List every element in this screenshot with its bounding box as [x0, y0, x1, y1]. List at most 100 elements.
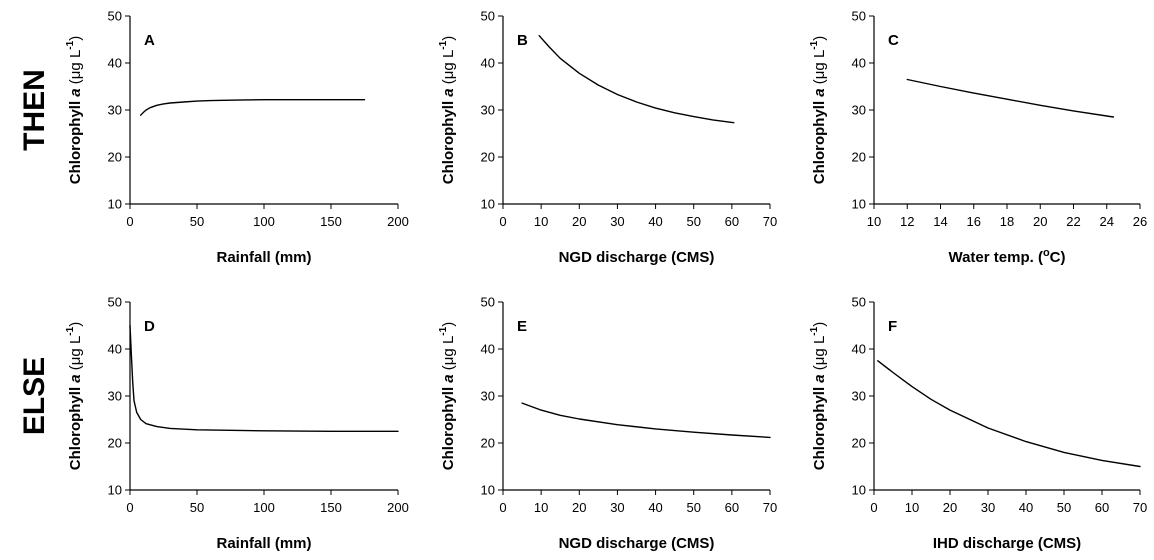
- y-tick-label: 20: [108, 150, 122, 165]
- x-tick-label: 100: [253, 500, 275, 515]
- panel-label-a: A: [144, 32, 155, 49]
- x-axis-title: NGD discharge (CMS): [559, 535, 715, 552]
- y-tick-label: 20: [481, 150, 495, 165]
- y-tick-label: 20: [852, 436, 866, 451]
- x-tick-label: 200: [387, 500, 409, 515]
- row-label-else: ELSE: [18, 357, 51, 435]
- x-tick-label: 40: [1019, 500, 1033, 515]
- x-tick-label: 100: [253, 214, 275, 229]
- y-tick-label: 40: [481, 56, 495, 71]
- series-line-d: [129, 324, 399, 432]
- row-label-then: THEN: [18, 69, 51, 151]
- y-tick-label: 10: [481, 483, 495, 498]
- x-tick-label: 50: [686, 214, 700, 229]
- x-tick-label: 10: [534, 214, 548, 229]
- x-tick-label: 150: [320, 214, 342, 229]
- y-tick-label: 40: [108, 56, 122, 71]
- series-line-e: [521, 402, 771, 439]
- x-tick-label: 60: [1095, 500, 1109, 515]
- x-tick-label: 18: [1000, 214, 1014, 229]
- y-tick-label: 20: [852, 150, 866, 165]
- x-tick-label: 0: [499, 214, 506, 229]
- y-axis-title: Chlorophyll a (μg L-1): [65, 322, 84, 470]
- series-line-a: [139, 98, 366, 116]
- y-tick-label: 30: [481, 103, 495, 118]
- x-tick-label: 10: [534, 500, 548, 515]
- x-tick-label: 20: [943, 500, 957, 515]
- x-tick-label: 16: [967, 214, 981, 229]
- panel-label-f: F: [888, 318, 897, 335]
- y-tick-label: 50: [481, 9, 495, 24]
- y-axis-title: Chlorophyll a (μg L-1): [809, 36, 828, 184]
- x-tick-label: 40: [648, 500, 662, 515]
- panel-c: 10 20 30 40 50 10 12 14 16 18 20 22 24 26 Water temp. …: [809, 9, 1147, 267]
- x-tick-label: 50: [190, 214, 204, 229]
- x-tick-label: 70: [763, 500, 777, 515]
- x-tick-label: 10: [867, 214, 881, 229]
- y-axis-title: Chlorophyll a (μg L-1): [809, 322, 828, 470]
- panel-b: 10 20 30 40 50 0 10 20 30 40 50 60 70 NGD discharge (…: [438, 9, 777, 267]
- series-line-f: [877, 360, 1141, 468]
- panel-label-b: B: [517, 32, 528, 49]
- y-axis-title: Chlorophyll a (μg L-1): [438, 36, 457, 184]
- y-tick-label: 50: [852, 9, 866, 24]
- y-tick-label: 30: [108, 389, 122, 404]
- panel-f: 10 20 30 40 50 0 10 20 30 40 50 60 70 IHD discharge (…: [809, 295, 1147, 553]
- x-tick-label: 70: [1133, 500, 1147, 515]
- x-tick-label: 20: [572, 214, 586, 229]
- x-axis-title: Rainfall (mm): [216, 249, 311, 266]
- x-tick-label: 40: [648, 214, 662, 229]
- y-tick-label: 40: [108, 342, 122, 357]
- y-tick-label: 40: [852, 56, 866, 71]
- y-tick-label: 30: [852, 389, 866, 404]
- y-tick-label: 20: [481, 436, 495, 451]
- panel-d: 10 20 30 40 50 0 50 100 150 200 Rainfall (mm) Chlor…: [65, 295, 409, 553]
- panel-label-e: E: [517, 318, 527, 335]
- x-tick-label: 50: [686, 500, 700, 515]
- y-tick-label: 10: [852, 483, 866, 498]
- x-tick-label: 0: [499, 500, 506, 515]
- x-tick-label: 26: [1133, 214, 1147, 229]
- x-tick-label: 150: [320, 500, 342, 515]
- y-tick-label: 10: [481, 197, 495, 212]
- x-axis-title: Water temp. (oC): [948, 247, 1065, 266]
- x-tick-label: 0: [126, 500, 133, 515]
- x-tick-label: 22: [1066, 214, 1080, 229]
- panel-label-c: C: [888, 32, 899, 49]
- series-line-c: [906, 78, 1115, 118]
- y-tick-label: 50: [852, 295, 866, 310]
- panel-a: 10 20 30 40 50 0 50 100 150 200 Rainfall (mm) Chlor…: [65, 9, 409, 267]
- x-axis-title: Rainfall (mm): [216, 535, 311, 552]
- x-tick-label: 70: [763, 214, 777, 229]
- series-line-b: [538, 35, 735, 124]
- x-tick-label: 0: [870, 500, 877, 515]
- x-tick-label: 50: [190, 500, 204, 515]
- x-tick-label: 30: [610, 500, 624, 515]
- x-tick-label: 14: [933, 214, 947, 229]
- y-tick-label: 30: [481, 389, 495, 404]
- x-axis-title: NGD discharge (CMS): [559, 249, 715, 266]
- x-tick-label: 50: [1057, 500, 1071, 515]
- x-tick-label: 200: [387, 214, 409, 229]
- y-axis-title: Chlorophyll a (μg L-1): [65, 36, 84, 184]
- panel-label-d: D: [144, 318, 155, 335]
- y-axis-title: Chlorophyll a (μg L-1): [438, 322, 457, 470]
- y-tick-label: 50: [108, 295, 122, 310]
- x-tick-label: 10: [905, 500, 919, 515]
- y-tick-label: 10: [852, 197, 866, 212]
- y-tick-label: 20: [108, 436, 122, 451]
- panel-e: 10 20 30 40 50 0 10 20 30 40 50 60 70 NGD discharge (…: [438, 295, 777, 553]
- y-tick-label: 10: [108, 483, 122, 498]
- x-tick-label: 24: [1100, 214, 1114, 229]
- x-tick-label: 60: [725, 500, 739, 515]
- x-tick-label: 30: [981, 500, 995, 515]
- x-tick-label: 0: [126, 214, 133, 229]
- x-tick-label: 20: [572, 500, 586, 515]
- y-tick-label: 30: [108, 103, 122, 118]
- y-tick-label: 40: [852, 342, 866, 357]
- y-tick-label: 10: [108, 197, 122, 212]
- y-tick-label: 30: [852, 103, 866, 118]
- x-tick-label: 12: [900, 214, 914, 229]
